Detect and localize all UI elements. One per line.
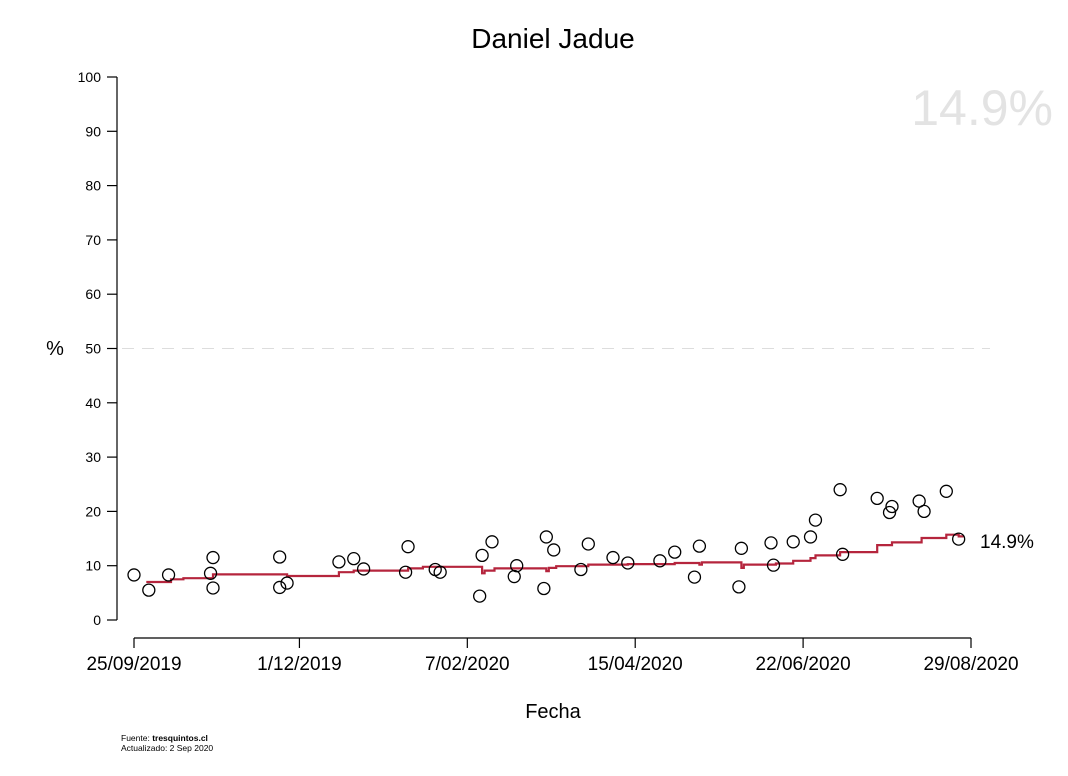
poll-points xyxy=(127,483,966,603)
poll-point xyxy=(161,568,176,582)
y-tick-label: 40 xyxy=(85,395,101,411)
y-axis-title: % xyxy=(46,338,64,360)
y-tick-label: 20 xyxy=(85,503,101,519)
poll-point xyxy=(273,580,287,595)
poll-point xyxy=(653,554,667,568)
poll-point xyxy=(332,555,346,569)
trend-step-line xyxy=(146,533,964,584)
poll-point xyxy=(833,483,847,497)
poll-point xyxy=(206,550,220,565)
poll-point xyxy=(939,484,953,498)
poll-point xyxy=(475,548,489,563)
poll-point xyxy=(127,568,141,582)
source-prefix: Fuente: xyxy=(121,733,153,743)
poll-point xyxy=(280,576,294,590)
poll-point xyxy=(273,550,287,564)
x-tick-label: 22/06/2020 xyxy=(756,654,851,675)
poll-point xyxy=(732,580,746,594)
poll-point xyxy=(142,583,156,597)
chart-title: Daniel Jadue xyxy=(471,23,634,54)
x-tick-label: 25/09/2019 xyxy=(86,654,181,675)
poll-point xyxy=(803,530,818,544)
poll-point xyxy=(574,562,588,577)
poll-point xyxy=(668,545,682,559)
y-tick-label: 100 xyxy=(78,69,102,85)
poll-point xyxy=(356,562,371,576)
x-axis-title: Fecha xyxy=(525,701,581,723)
y-tick-label: 70 xyxy=(85,232,101,248)
poll-point xyxy=(547,543,561,557)
poll-point xyxy=(764,536,778,550)
y-tick-label: 90 xyxy=(85,123,101,139)
poll-point xyxy=(510,559,524,573)
y-tick-label: 80 xyxy=(85,178,101,194)
poll-point xyxy=(206,581,220,595)
poll-point xyxy=(917,504,931,519)
x-axis: 25/09/2019 1/12/2019 7/02/2020 15/04/2020 22… xyxy=(86,637,1019,675)
poll-point xyxy=(485,535,499,549)
x-tick-label: 7/02/2020 xyxy=(425,654,510,675)
poll-point xyxy=(433,565,447,579)
poll-point xyxy=(882,505,897,520)
big-latest-label: 14.9% xyxy=(911,80,1053,136)
x-tick-label: 1/12/2019 xyxy=(257,654,342,675)
y-tick-label: 30 xyxy=(85,449,101,465)
poll-point xyxy=(808,513,823,527)
poll-point xyxy=(537,581,551,596)
y-tick-label: 60 xyxy=(85,286,101,302)
poll-point xyxy=(473,589,487,603)
poll-point xyxy=(786,535,800,549)
poll-point xyxy=(870,491,884,506)
poll-point xyxy=(581,537,595,551)
latest-value-label: 14.9% xyxy=(980,532,1034,553)
poll-point xyxy=(734,541,749,555)
y-tick-label: 50 xyxy=(85,341,101,357)
poll-point xyxy=(766,558,781,572)
x-tick-label: 15/04/2020 xyxy=(588,654,683,675)
poll-point xyxy=(835,547,850,561)
source-note: Fuente: tresquintos.cl Actualizado: 2 Se… xyxy=(121,733,213,753)
poll-point xyxy=(401,540,415,554)
y-tick-label: 10 xyxy=(85,558,101,574)
poll-point xyxy=(539,530,553,544)
x-tick-label: 29/08/2020 xyxy=(923,654,1018,675)
poll-point xyxy=(621,556,635,570)
source-site: tresquintos.cl xyxy=(152,733,208,743)
poll-point xyxy=(398,565,413,579)
y-tick-label: 0 xyxy=(93,612,101,628)
poll-point xyxy=(507,569,521,584)
poll-point xyxy=(687,570,702,584)
updated-note: Actualizado: 2 Sep 2020 xyxy=(121,743,214,753)
y-axis: 0 10 20 30 40 50 60 70 80 90 100 xyxy=(78,69,118,628)
poll-point xyxy=(606,550,620,565)
poll-point xyxy=(885,499,899,514)
trend-line xyxy=(146,533,964,584)
poll-point xyxy=(347,551,361,566)
poll-point xyxy=(952,532,966,546)
poll-point xyxy=(203,566,218,580)
poll-point xyxy=(692,539,707,553)
